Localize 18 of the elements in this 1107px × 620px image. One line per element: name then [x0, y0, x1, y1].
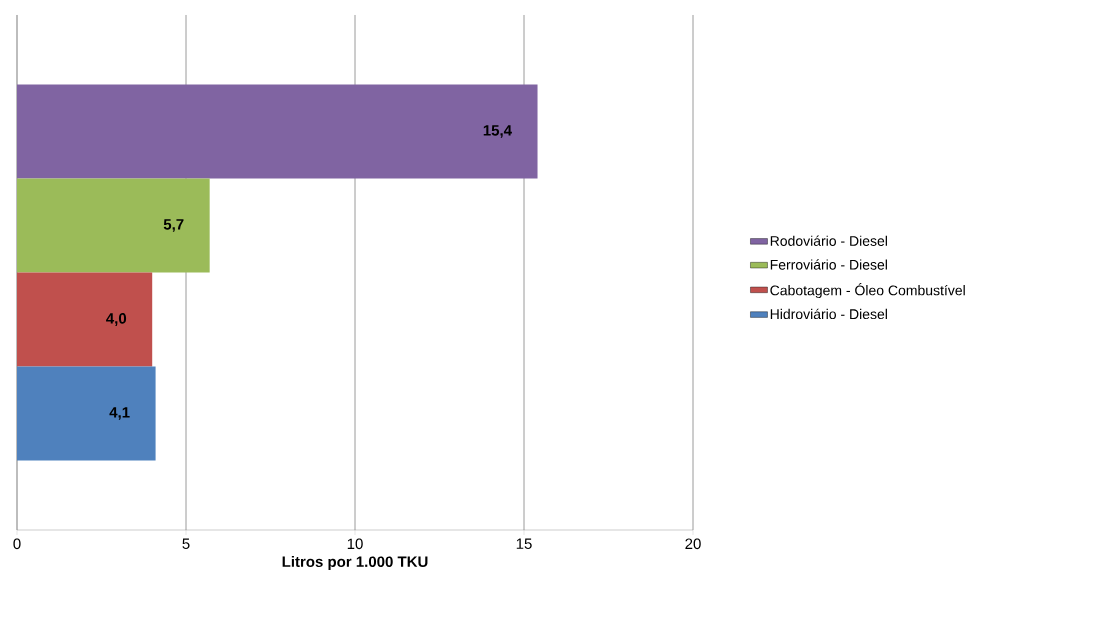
data-label: 4,1 [109, 407, 130, 420]
data-label: 4,0 [106, 313, 127, 326]
bar [17, 178, 210, 273]
legend-label: Hidroviário - Diesel [770, 308, 887, 320]
x-tick-label: 15 [516, 538, 532, 549]
x-tick-label: 5 [182, 538, 190, 549]
data-label: 15,4 [483, 125, 512, 138]
x-axis-title: Litros por 1.000 TKU [282, 555, 428, 570]
bar [17, 84, 538, 179]
bar [17, 272, 153, 367]
x-tick-label: 0 [13, 538, 21, 550]
x-tick-label: 10 [347, 538, 363, 550]
legend-label: Ferroviário - Diesel [770, 259, 887, 270]
legend-label: Rodoviário - Diesel [770, 235, 887, 246]
bar [17, 366, 156, 461]
data-label: 5,7 [163, 219, 184, 232]
legend-label: Cabotagem - Óleo Combustível [770, 283, 965, 299]
x-tick-label: 20 [685, 538, 701, 550]
